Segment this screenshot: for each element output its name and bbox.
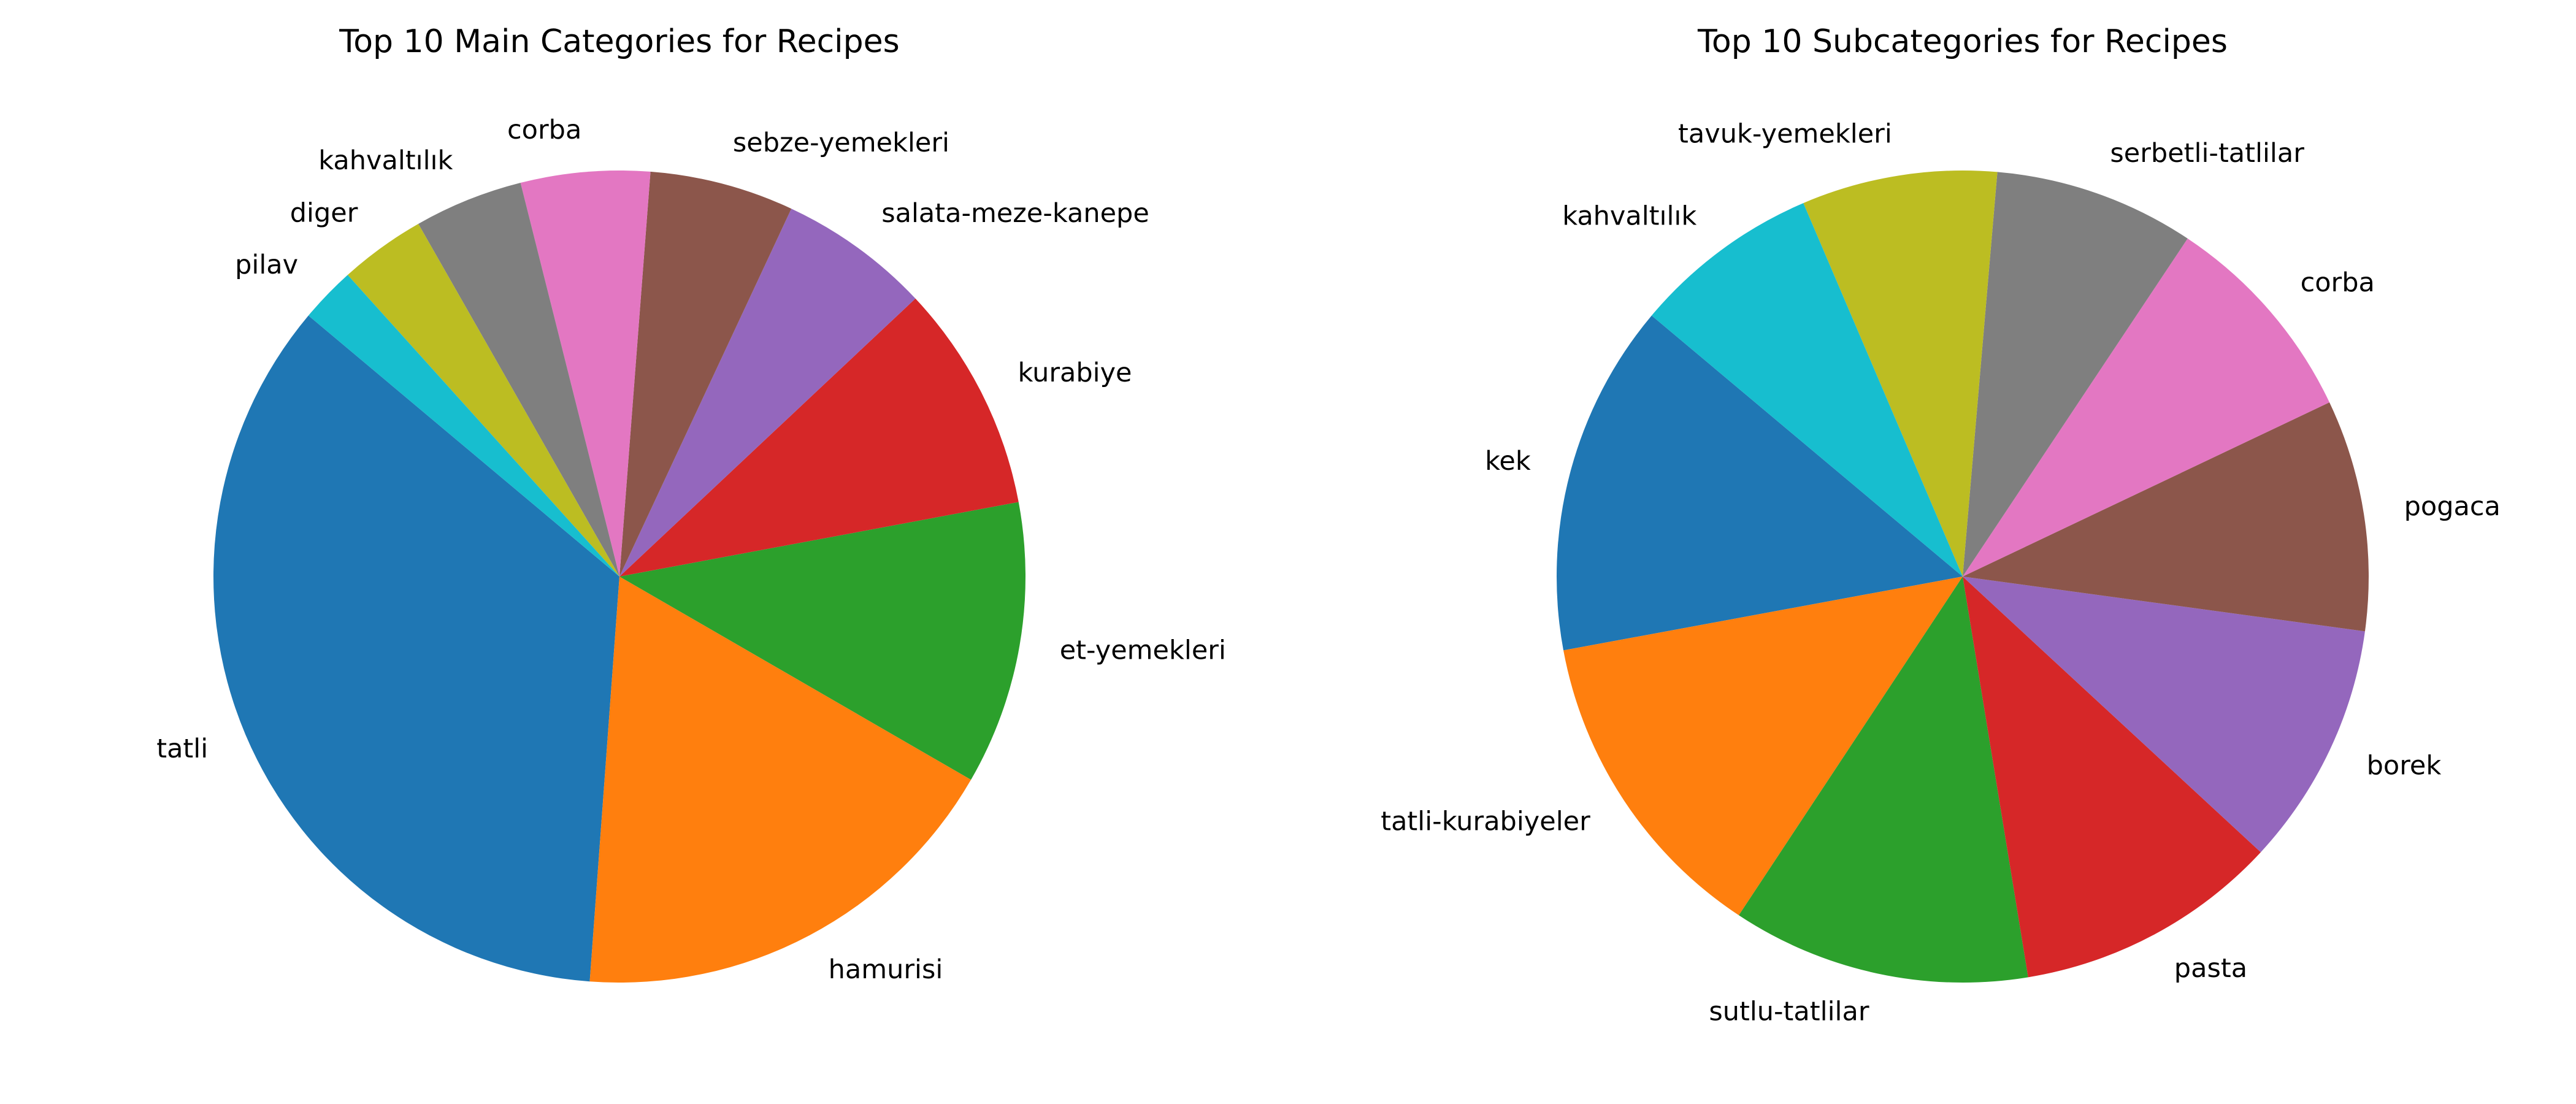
main-categories-slices [213, 170, 1025, 983]
slice-label-pogaca: pogaca [2404, 491, 2501, 522]
pie-slice-pasta [1963, 577, 2261, 978]
pie-slice-tatli [213, 315, 619, 982]
slice-label-diger: diger [290, 197, 358, 228]
slice-label-kahvalt-l-k: kahvaltılık [1562, 201, 1696, 232]
pie-slice-kahvalt-l-k [418, 182, 619, 577]
slice-label-corba: corba [2301, 267, 2375, 298]
pie-slice-sutlu-tatlilar [1739, 577, 2028, 983]
pie-slice-sebze-yemekleri [619, 171, 792, 577]
pie-slice-kurabiye [619, 298, 1019, 577]
slice-label-tavuk-yemekleri: tavuk-yemekleri [1678, 119, 1892, 150]
pie-slice-diger [347, 223, 619, 577]
pie-slice-kek [1557, 315, 1963, 651]
pie-slice-serbetli-tatlilar [1963, 172, 2188, 577]
slice-label-kahvalt-l-k: kahvaltılık [318, 145, 453, 176]
slice-label-borek: borek [2367, 750, 2442, 781]
slice-label-kurabiye: kurabiye [1018, 358, 1132, 388]
pie-slice-salata-meze-kanepe [619, 209, 916, 577]
slice-label-tatli-kurabiyeler: tatli-kurabiyeler [1381, 807, 1590, 837]
slice-label-kek: kek [1485, 446, 1531, 477]
pie-slice-corba [1963, 238, 2329, 577]
slice-label-sebze-yemekleri: sebze-yemekleri [733, 128, 949, 158]
pie-slice-tatli-kurabiyeler [1563, 577, 1963, 916]
subcategories-slices [1557, 170, 2369, 983]
pie-slice-borek [1963, 577, 2365, 853]
pie-slice-kahvalt-l-k [1651, 203, 1963, 577]
slice-label-salata-meze-kanepe: salata-meze-kanepe [881, 198, 1149, 229]
subcategories-pie-chart: Top 10 Subcategories for Recipes kek tatl… [1381, 23, 2501, 1027]
slice-label-serbetli-tatlilar: serbetli-tatlilar [2110, 138, 2304, 169]
pie-slice-pilav [308, 275, 619, 577]
pie-slice-tavuk-yemekleri [1803, 170, 1998, 577]
chart-title-sub: Top 10 Subcategories for Recipes [1697, 23, 2228, 60]
slice-label-pilav: pilav [235, 250, 298, 280]
pie-slice-hamurisi [589, 577, 972, 983]
pie-slice-corba [520, 170, 651, 577]
pie-slice-pogaca [1963, 402, 2369, 632]
slice-label-hamurisi: hamurisi [829, 954, 943, 985]
main-categories-pie-chart: Top 10 Main Categories for Recipes tatli… [156, 23, 1226, 985]
slice-label-et-yemekleri: et-yemekleri [1060, 635, 1226, 666]
pie-slice-et-yemekleri [619, 502, 1025, 780]
chart-title-main: Top 10 Main Categories for Recipes [339, 23, 899, 60]
slice-label-tatli: tatli [156, 734, 208, 764]
slice-label-corba: corba [507, 115, 581, 145]
subcategories-labels: kek tatli-kurabiyeler sutlu-tatlilar pasta b… [1381, 119, 2501, 1027]
slice-label-pasta: pasta [2174, 953, 2247, 984]
slice-label-sutlu-tatlilar: sutlu-tatlilar [1709, 997, 1869, 1027]
main-categories-labels: tatli hamurisi et-yemekleri kurabiye salata-… [156, 115, 1226, 985]
